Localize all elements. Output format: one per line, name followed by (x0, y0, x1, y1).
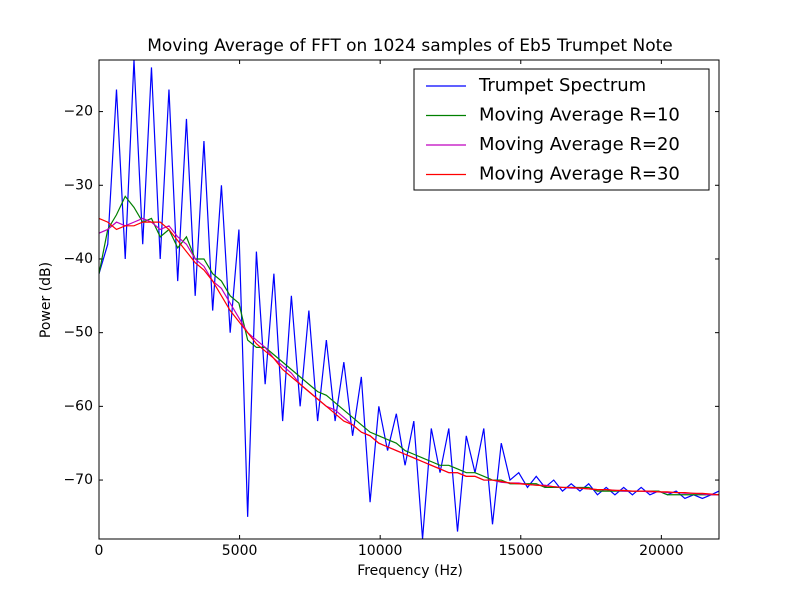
y-tick-label: −70 (63, 472, 93, 488)
plot-frame (98, 59, 720, 540)
x-tick-label: 0 (95, 543, 104, 559)
y-tick-label: −40 (63, 251, 93, 267)
legend-label: Moving Average R=10 (479, 105, 680, 126)
series-line (99, 60, 719, 539)
series-line (99, 217, 719, 496)
x-axis-label: Frequency (Hz) (357, 563, 463, 579)
y-axis-label: Power (dB) (38, 262, 54, 338)
legend-label: Moving Average R=30 (479, 164, 680, 185)
y-tick-label: −50 (63, 325, 93, 341)
legend-label: Trumpet Spectrum (478, 75, 646, 96)
y-tick-label: −20 (63, 104, 93, 120)
x-tick-label: 10000 (358, 543, 403, 559)
y-tick-label: −60 (63, 398, 93, 414)
x-tick-label: 20000 (639, 543, 684, 559)
legend-box (413, 68, 710, 191)
legend-label: Moving Average R=20 (479, 134, 680, 155)
series-line (99, 195, 719, 496)
x-tick-label: 15000 (498, 543, 543, 559)
y-tick-label: −30 (63, 177, 93, 193)
chart-title: Moving Average of FFT on 1024 samples of… (147, 36, 673, 56)
x-tick-label: 5000 (222, 543, 258, 559)
